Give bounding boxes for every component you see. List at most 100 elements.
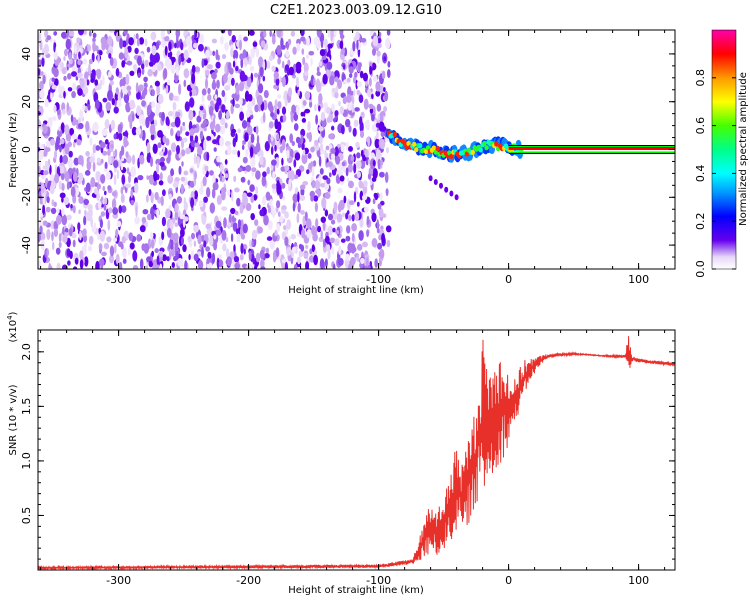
noise-blob: [276, 184, 282, 195]
noise-blob: [237, 167, 243, 173]
noise-blob: [193, 224, 200, 233]
noise-blob: [111, 191, 117, 197]
noise-blob: [190, 197, 195, 209]
noise-blob: [205, 246, 211, 252]
noise-blob: [48, 265, 53, 269]
noise-blob: [367, 135, 371, 148]
noise-blob: [161, 254, 167, 262]
noise-blob: [387, 61, 391, 68]
noise-blob: [72, 141, 76, 148]
noise-blob: [159, 250, 164, 258]
noise-blob: [277, 101, 282, 109]
x-tick-label: -200: [236, 273, 261, 286]
y-tick-label: 40: [20, 47, 33, 61]
noise-blob: [251, 167, 257, 173]
noise-blob: [78, 196, 84, 204]
noise-blob: [199, 130, 204, 140]
noise-blob: [118, 132, 123, 141]
noise-blob: [154, 52, 161, 63]
noise-blob: [270, 135, 274, 142]
noise-blob: [367, 159, 371, 165]
noise-blob: [285, 50, 290, 58]
noise-blob: [78, 30, 84, 36]
noise-blob: [295, 136, 301, 144]
noise-blob: [194, 171, 197, 180]
noise-blob: [141, 100, 146, 107]
noise-blob: [79, 230, 82, 241]
noise-blob: [201, 93, 205, 103]
noise-blob: [337, 187, 343, 194]
noise-blob: [247, 179, 251, 186]
noise-blob: [131, 126, 137, 136]
snr-frame: [37, 329, 676, 571]
noise-blob: [239, 254, 244, 261]
noise-blob: [327, 43, 333, 49]
noise-blob: [78, 117, 81, 125]
noise-blob: [184, 260, 188, 269]
noise-blob: [265, 191, 271, 201]
noise-blob: [189, 128, 195, 136]
noise-blob: [302, 100, 307, 106]
noise-blob: [214, 68, 218, 74]
noise-blob: [346, 94, 352, 103]
noise-blob: [169, 249, 172, 260]
noise-blob: [271, 183, 277, 190]
x-tick-label: 0: [505, 273, 512, 286]
noise-blob: [287, 170, 292, 181]
noise-blob: [189, 97, 195, 108]
noise-blob: [87, 103, 91, 111]
noise-blob: [132, 265, 139, 269]
noise-blob: [232, 60, 236, 68]
noise-blob: [216, 79, 220, 89]
noise-blob: [250, 133, 255, 144]
noise-blob: [183, 197, 186, 207]
noise-blob: [251, 97, 256, 106]
noise-blob: [138, 114, 145, 125]
noise-blob: [249, 146, 254, 158]
noise-blob: [383, 56, 387, 62]
noise-blob: [121, 156, 124, 162]
noise-blob: [63, 56, 66, 61]
spur-blob: [444, 186, 449, 193]
spur-blob: [433, 179, 438, 185]
noise-blob: [79, 109, 84, 120]
noise-blob: [304, 108, 311, 114]
noise-blob: [146, 142, 151, 154]
noise-blob: [221, 90, 226, 97]
noise-blob: [377, 158, 381, 170]
noise-blob: [227, 30, 232, 37]
noise-blob: [51, 199, 55, 207]
noise-blob: [104, 190, 107, 196]
noise-blob: [275, 133, 280, 141]
noise-blob: [194, 135, 199, 144]
noise-blob: [148, 189, 152, 196]
noise-blob: [109, 254, 114, 264]
noise-blob: [322, 73, 328, 85]
noise-blob: [213, 147, 217, 152]
noise-blob: [331, 125, 335, 131]
noise-blob: [118, 261, 123, 269]
noise-blob: [175, 30, 181, 38]
noise-blob: [100, 174, 106, 184]
noise-blob: [269, 104, 274, 113]
noise-blob: [383, 106, 388, 112]
noise-blob: [166, 118, 170, 127]
noise-blob: [211, 72, 217, 80]
noise-blob: [281, 258, 287, 264]
noise-blob: [166, 58, 172, 70]
noise-blob: [308, 162, 313, 170]
noise-blob: [44, 162, 50, 173]
noise-blob: [364, 149, 369, 158]
noise-blob: [206, 135, 212, 141]
noise-blob: [119, 79, 124, 88]
noise-blob: [58, 241, 62, 248]
noise-blob: [260, 150, 264, 159]
noise-blob: [40, 169, 45, 176]
noise-blob: [103, 242, 110, 250]
noise-blob: [288, 66, 294, 76]
noise-blob: [264, 141, 270, 152]
noise-blob: [233, 175, 237, 182]
noise-blob: [233, 256, 240, 263]
noise-blob: [358, 182, 364, 189]
noise-blob: [84, 170, 91, 176]
